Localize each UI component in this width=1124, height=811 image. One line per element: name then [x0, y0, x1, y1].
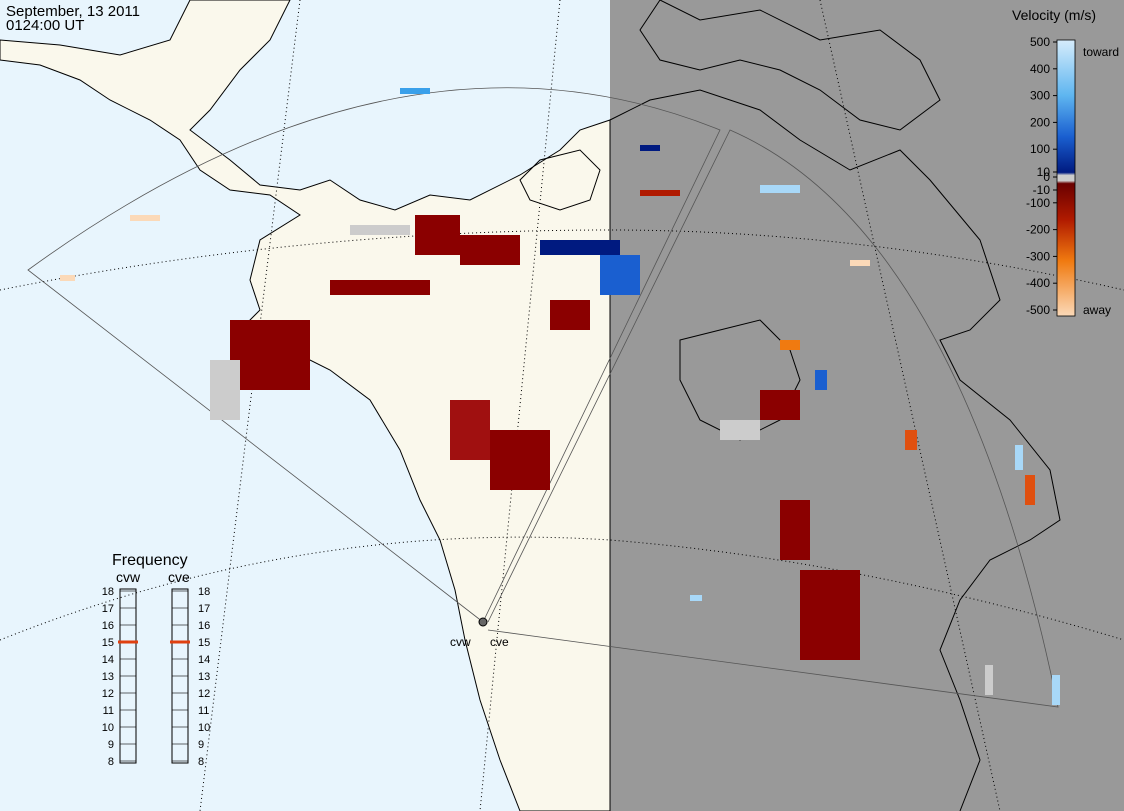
radar-name: cve	[168, 569, 190, 585]
frequency-tick-label: 18	[102, 586, 114, 598]
coastline	[519, 149, 601, 211]
colorbar-tick-label: 200	[1030, 115, 1050, 129]
frequency-tick-label: 10	[198, 722, 210, 734]
coastline	[639, 0, 941, 131]
colorbar-tick-label: -300	[1026, 249, 1050, 263]
frequency-tick-label: 14	[102, 654, 114, 666]
colorbar-tick-label: -10	[1033, 183, 1051, 197]
colorbar-tick-label: 100	[1030, 142, 1050, 156]
frequency-tick-label: 16	[198, 620, 210, 632]
colorbar-tick-label: 10	[1037, 165, 1051, 179]
echoes	[60, 88, 1060, 705]
colorbar-tick-label: -100	[1026, 196, 1050, 210]
frequency-tick-label: 15	[198, 637, 210, 649]
fov-cvw	[27, 87, 721, 623]
frequency-tick-label: 9	[198, 739, 204, 751]
night-side	[610, 0, 1124, 811]
colorbar-bottom-label: away	[1083, 303, 1111, 317]
coastline	[609, 89, 1061, 811]
frequency-tick-label: 8	[198, 756, 204, 768]
colorbar-top-label: toward	[1083, 45, 1119, 59]
radar-name: cvw	[116, 569, 141, 585]
colorbar-tick-label: -200	[1026, 223, 1050, 237]
frequency-tick-label: 16	[102, 620, 114, 632]
frequency-tick-label: 13	[198, 671, 210, 683]
fov-cve	[487, 129, 1059, 708]
frequency-tick-label: 12	[102, 688, 114, 700]
date: September, 13 2011	[6, 3, 140, 20]
colorbar-tick-label: 0	[1043, 170, 1050, 184]
frequency-tick-label: 11	[103, 705, 114, 717]
longitude-line	[199, 0, 301, 811]
site-label: cvw	[450, 635, 471, 649]
frequency-tick-label: 18	[198, 586, 210, 598]
frequency-tick-label: 14	[198, 654, 210, 666]
colorbar-tick-label: 300	[1030, 89, 1050, 103]
frequency-tick-label: 15	[102, 637, 114, 649]
longitude-line	[819, 0, 1001, 811]
frequency-tick-label: 10	[102, 722, 114, 734]
colorbar-tick-label: -500	[1026, 303, 1050, 317]
frequency-tick-label: 13	[102, 671, 114, 683]
time: 0124:00 UT	[6, 17, 84, 34]
frequency-tick-label: 8	[108, 756, 114, 768]
colorbar-tick-label: 400	[1030, 62, 1050, 76]
radar-site	[478, 617, 488, 627]
colorbar-tick-label: 500	[1030, 35, 1050, 49]
frequency-tick-label: 17	[102, 603, 114, 615]
colorbar-title: Velocity (m/s)	[1012, 7, 1096, 23]
frequency-tick-label: 11	[198, 705, 209, 717]
site-label: cve	[490, 635, 509, 649]
frequency-tick-label: 12	[198, 688, 210, 700]
frequency-title: Frequency	[112, 552, 188, 569]
frequency-tick-label: 17	[198, 603, 210, 615]
colorbar	[1056, 39, 1076, 317]
frequency-tick-label: 9	[108, 739, 114, 751]
land-day	[0, 0, 611, 811]
colorbar-tick-label: -400	[1026, 276, 1050, 290]
